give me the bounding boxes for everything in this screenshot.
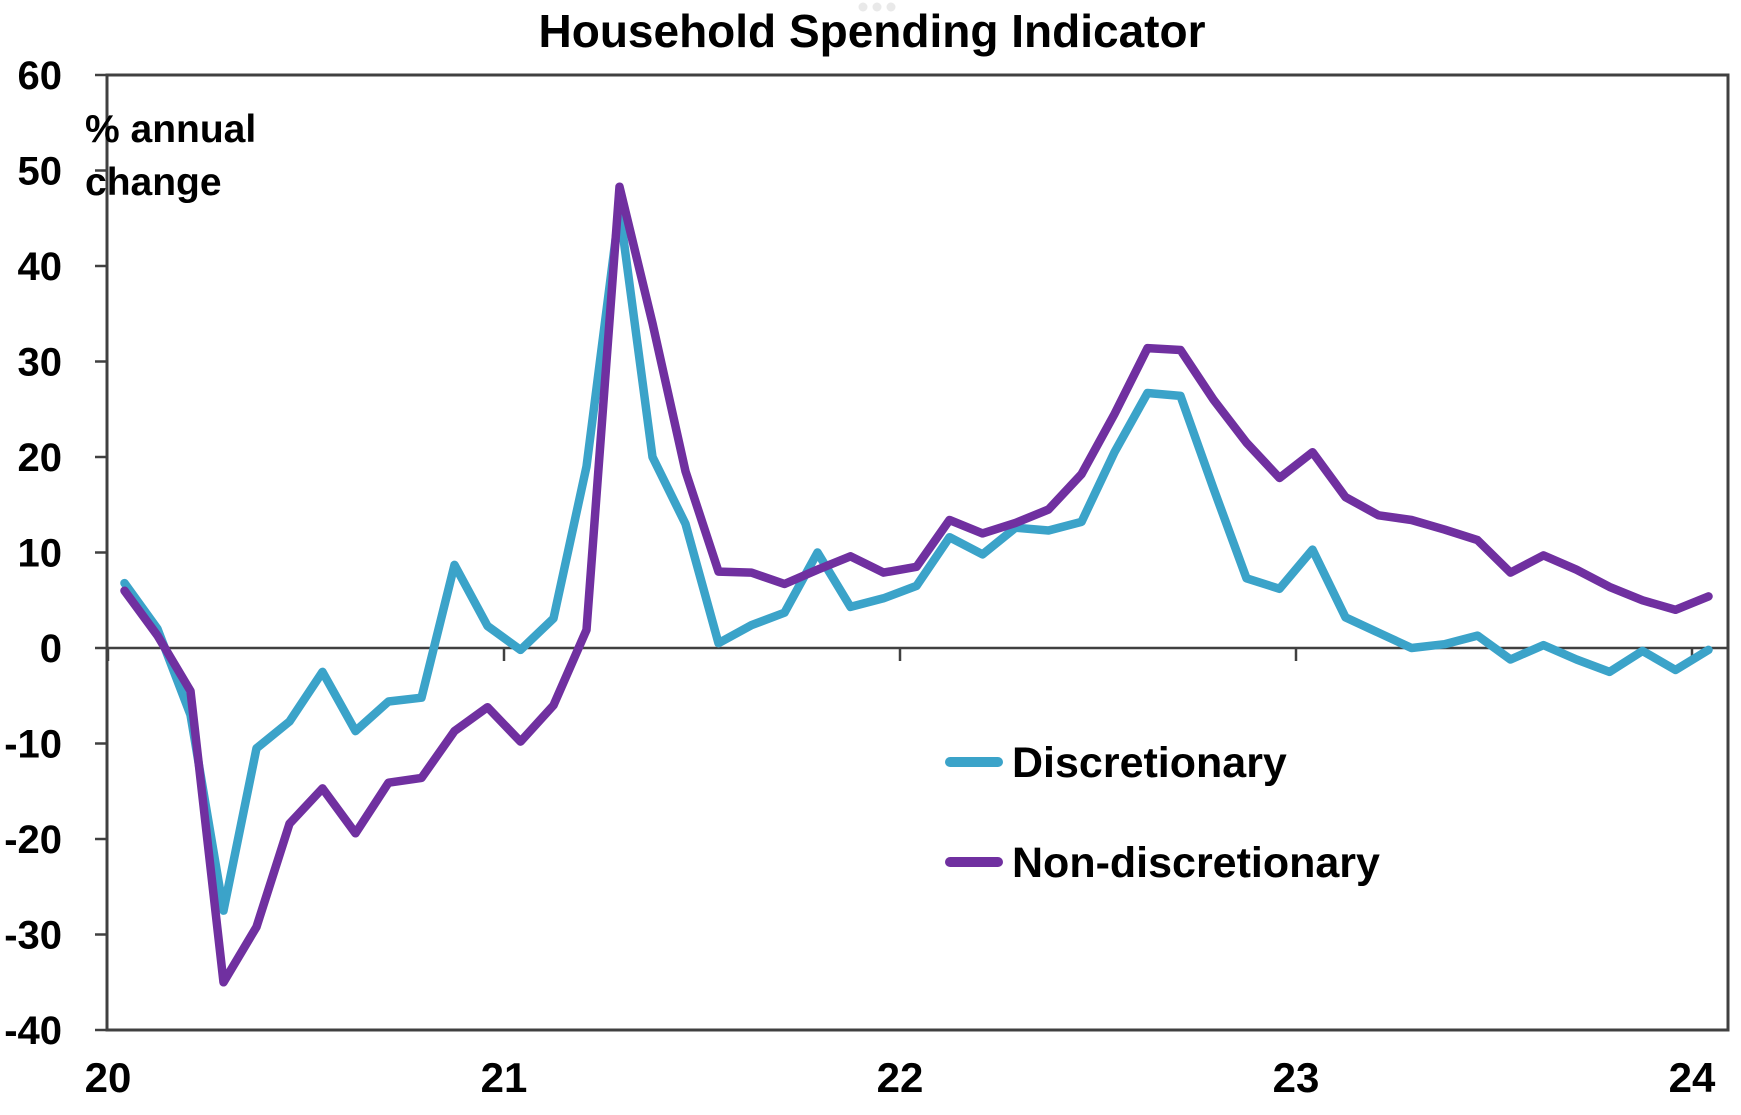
series-line-non-discretionary <box>120 182 1713 987</box>
series-lines <box>120 182 1713 987</box>
y-axis-label: 60 <box>18 54 63 98</box>
x-axis-year-ticks <box>106 648 1694 661</box>
watermark-dot-icon <box>886 2 896 12</box>
y-axis-label: -40 <box>4 1009 62 1053</box>
x-axis-label: 20 <box>85 1054 132 1101</box>
legend-item-discretionary: Discretionary <box>945 739 1287 787</box>
x-axis-label: 24 <box>1669 1054 1716 1101</box>
legend: Discretionary Non-discretionary <box>945 739 1380 887</box>
y-axis-label: -10 <box>4 723 62 767</box>
x-axis-label: 22 <box>877 1054 924 1101</box>
watermark-dot-icon <box>858 2 868 12</box>
y-axis-label: -20 <box>4 818 62 862</box>
legend-label-discretionary: Discretionary <box>1012 739 1287 787</box>
y-axis-label: 40 <box>18 245 63 289</box>
y-axis-label: 10 <box>18 532 63 576</box>
y-axis-ticks <box>95 73 107 1032</box>
y-axis-label: 30 <box>18 341 63 385</box>
chart-title: Household Spending Indicator <box>539 5 1206 57</box>
y-axis-unit-annotation-line1: % annual <box>85 108 256 151</box>
watermark-dots-icon <box>858 2 896 12</box>
series-line-discretionary <box>120 204 1713 915</box>
legend-label-non-discretionary: Non-discretionary <box>1012 839 1380 887</box>
y-axis-label: 50 <box>18 150 63 194</box>
watermark-dot-icon <box>872 2 882 12</box>
y-axis-label: 20 <box>18 436 63 480</box>
y-axis-label: -30 <box>4 914 62 958</box>
x-axis-label: 21 <box>481 1054 528 1101</box>
x-axis-label: 23 <box>1273 1054 1320 1101</box>
y-axis-labels: 60 50 40 30 20 10 0 -10 -20 -30 -40 <box>4 54 62 1053</box>
y-axis-unit-annotation-line2: change <box>85 161 222 204</box>
x-axis-labels: 20 21 22 23 24 <box>85 1054 1716 1101</box>
legend-item-non-discretionary: Non-discretionary <box>945 839 1380 887</box>
y-axis-label: 0 <box>40 627 62 671</box>
